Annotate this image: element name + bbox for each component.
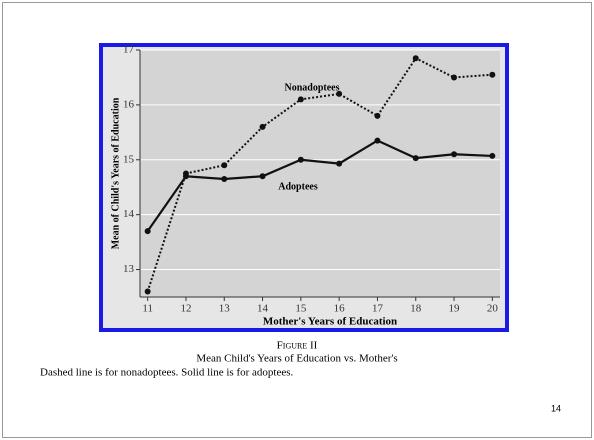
data-point [221, 162, 228, 169]
x-tick-label: 19 [449, 303, 461, 315]
data-point [297, 156, 304, 163]
x-tick-label: 11 [142, 303, 153, 315]
data-point [221, 175, 228, 182]
data-point [374, 137, 381, 144]
y-axis-label: Mean of Child's Years of Education [110, 97, 121, 249]
data-point [451, 74, 458, 81]
x-tick-label: 18 [410, 303, 422, 315]
page-number: 14 [551, 403, 561, 413]
x-tick-label: 12 [180, 303, 191, 315]
data-point [336, 90, 343, 97]
x-tick-label: 20 [487, 303, 499, 315]
y-tick-label: 14 [123, 208, 135, 220]
data-point [374, 112, 381, 119]
data-point [451, 151, 458, 158]
y-tick-label: 13 [123, 263, 135, 275]
legend-label: Nonadoptees [284, 82, 339, 93]
data-point [489, 71, 496, 78]
x-tick-label: 15 [295, 303, 307, 315]
data-point [489, 152, 496, 159]
y-tick-label: 15 [123, 153, 135, 165]
legend-label: Adoptees [278, 181, 318, 192]
data-point [259, 123, 266, 130]
x-axis-label: Mother's Years of Education [263, 316, 397, 328]
plot-area [140, 50, 500, 297]
y-tick-label: 17 [123, 44, 135, 56]
data-point [259, 173, 266, 180]
x-tick-label: 16 [334, 303, 346, 315]
data-point [412, 55, 419, 62]
data-point [144, 288, 151, 295]
data-point [412, 155, 419, 162]
x-tick-label: 17 [372, 303, 384, 315]
data-point [336, 160, 343, 167]
series-line [146, 139, 493, 232]
data-point [182, 173, 189, 180]
figure-note: Dashed line is for nonadoptees. Solid li… [40, 367, 294, 379]
x-tick-label: 14 [257, 303, 269, 315]
figure-title: Mean Child's Years of Education vs. Moth… [196, 353, 397, 365]
data-point [144, 228, 151, 235]
figure-label: Figure II [277, 340, 318, 352]
y-tick-label: 16 [123, 98, 135, 110]
x-tick-label: 13 [219, 303, 231, 315]
data-point [297, 96, 304, 103]
